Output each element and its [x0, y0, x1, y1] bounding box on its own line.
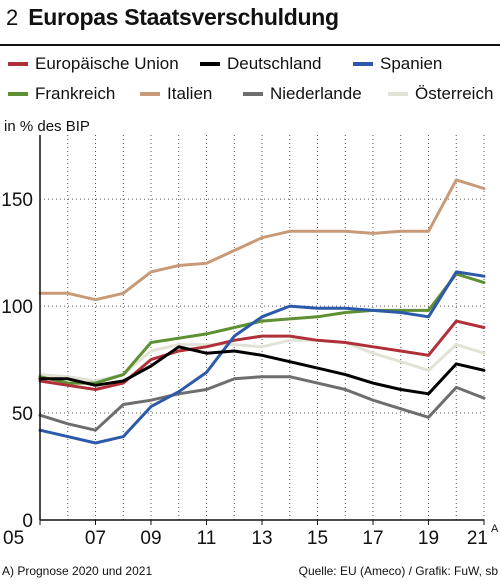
legend-swatch [8, 92, 28, 96]
legend-label: Europäische Union [35, 54, 179, 73]
series-line-niederlande [38, 375, 486, 432]
chart-number: 2 [6, 5, 19, 30]
legend-label: Österreich [415, 84, 494, 103]
legend-label: Italien [167, 84, 213, 103]
legend-item-frankreich: Frankreich [8, 84, 115, 104]
chart-header: 2 Europas Staatsverschuldung [6, 4, 339, 40]
legend-swatch [140, 92, 160, 96]
x-tick-label: 17 [362, 528, 383, 549]
series-line--sterreich [38, 338, 486, 383]
chart-title: Europas Staatsverschuldung [28, 4, 339, 30]
x-tick-label: 15 [307, 528, 328, 549]
x-tick-superscript: A [491, 523, 499, 535]
legend-swatch [353, 62, 373, 66]
source-credit: Quelle: EU (Ameco) / Grafik: FuW, sb [298, 564, 498, 578]
legend: Europäische Union Deutschland Spanien Fr… [0, 52, 500, 114]
legend-swatch [200, 62, 220, 66]
legend-item-niederlande: Niederlande [243, 84, 362, 104]
series-lines [38, 178, 486, 445]
legend-swatch [388, 92, 408, 96]
legend-label: Spanien [380, 54, 443, 73]
x-tick-label: 21 [467, 528, 488, 549]
grid [39, 135, 485, 520]
legend-swatch [8, 62, 28, 66]
legend-item-deutschland: Deutschland [200, 54, 322, 74]
legend-label: Frankreich [35, 84, 116, 103]
legend-label: Niederlande [270, 84, 362, 103]
x-tick-label: 05 [3, 528, 24, 549]
x-tick-label: 11 [197, 528, 217, 549]
x-tick-label: 09 [140, 528, 161, 549]
x-tick-label: 07 [85, 528, 106, 549]
series-line-frankreich [38, 272, 486, 385]
footnote: A) Prognose 2020 und 2021 [2, 564, 153, 578]
x-tick-label: 13 [251, 528, 272, 549]
series-line-deutschland [38, 345, 486, 396]
axes: 0 50 100 150 05 07 09 11 13 15 17 19 21 A [1, 135, 499, 549]
series-line-europ-ische-union [38, 319, 486, 391]
y-tick-label: 150 [1, 190, 33, 211]
legend-swatch [243, 92, 263, 96]
series-line-spanien [38, 270, 486, 445]
y-tick-label: 0 [22, 511, 33, 532]
y-tick-label: 50 [12, 404, 33, 425]
legend-item-eu: Europäische Union [8, 54, 179, 74]
legend-item-spanien: Spanien [353, 54, 442, 74]
header-rule [0, 44, 500, 46]
series-line-italien [38, 178, 486, 302]
legend-item-italien: Italien [140, 84, 212, 104]
y-axis-unit-label: in % des BIP [4, 118, 90, 135]
x-tick-label: 19 [418, 528, 439, 549]
legend-item-oesterreich: Österreich [388, 84, 493, 104]
y-tick-label: 100 [1, 297, 33, 318]
legend-label: Deutschland [227, 54, 322, 73]
